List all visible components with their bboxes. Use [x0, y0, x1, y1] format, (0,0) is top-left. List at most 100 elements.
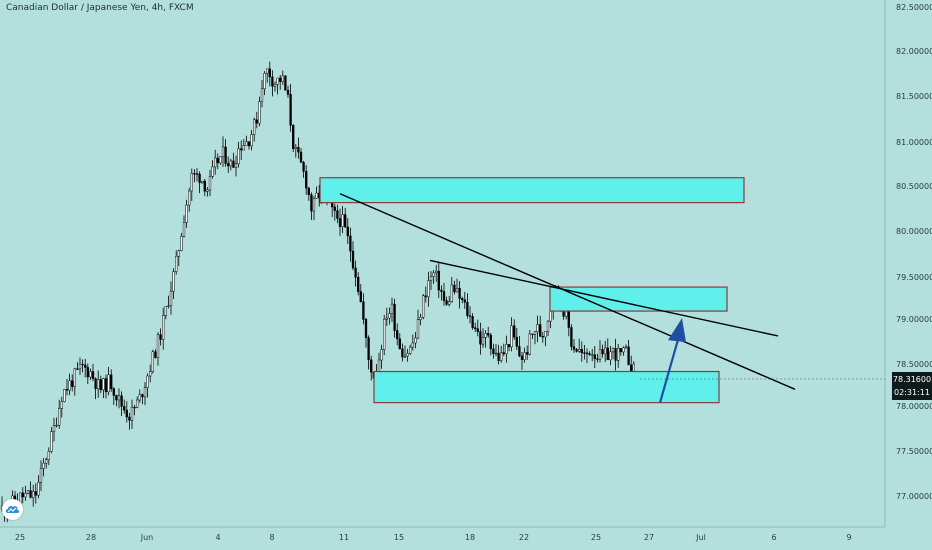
candle-body [141, 394, 144, 398]
candle-body [177, 250, 180, 257]
candle-body [518, 346, 521, 357]
candle-body [429, 276, 433, 281]
candle-body [266, 68, 269, 74]
y-tick-label: 81.50000 [896, 92, 932, 101]
candle-body [302, 161, 305, 172]
x-tick-label: 6 [771, 533, 776, 542]
tradingview-logo[interactable] [2, 499, 23, 520]
candle-body [453, 284, 456, 293]
candle-body [409, 346, 412, 354]
candle-body [385, 317, 388, 320]
x-tick-label: 4 [215, 533, 220, 542]
candle-body [388, 313, 391, 319]
candle-body [169, 290, 173, 307]
candle-body [315, 192, 318, 199]
y-tick-label: 78.00000 [896, 402, 932, 411]
last-price-label: 78.31600 [893, 375, 931, 384]
candle-body [536, 324, 539, 332]
candle-body [180, 235, 183, 251]
candle-body [185, 204, 188, 223]
candles [0, 61, 635, 523]
candle-body [149, 371, 152, 377]
candle-body [406, 353, 409, 357]
candle-body [370, 359, 373, 373]
trendline[interactable] [339, 193, 796, 390]
candle-body [268, 68, 271, 78]
candle-body [172, 271, 175, 292]
candle-body [94, 378, 97, 390]
candle-body [198, 173, 201, 184]
candle-body [297, 146, 300, 153]
candle-body [500, 352, 503, 361]
candle-body [593, 354, 596, 359]
candle-body [234, 163, 238, 168]
candle-body [440, 289, 443, 292]
candle-body [78, 363, 82, 370]
candle-body [492, 348, 495, 354]
candle-body [487, 333, 490, 336]
candle-body [523, 352, 526, 361]
candle-body [117, 395, 121, 401]
candle-body [154, 351, 157, 358]
candle-body [128, 416, 131, 421]
y-tick-label: 79.00000 [896, 315, 932, 324]
candle-body [419, 316, 422, 320]
candle-body [591, 354, 594, 356]
candle-body [65, 389, 69, 391]
candle-body [609, 351, 612, 361]
candle-body [81, 363, 84, 366]
candle-body [354, 267, 357, 278]
candle-body [276, 77, 279, 85]
x-tick-label: 25 [591, 533, 601, 542]
candle-body [221, 146, 225, 157]
candle-body [229, 160, 232, 167]
candle-body [513, 325, 516, 338]
candle-body [505, 344, 508, 355]
arrow-head[interactable] [668, 318, 686, 343]
x-tick-label: Jul [695, 533, 706, 542]
candle-body [52, 425, 56, 432]
candle-body [463, 299, 466, 303]
candle-body [588, 353, 591, 356]
x-tick-label: 25 [15, 533, 25, 542]
zone-rect[interactable] [549, 286, 728, 312]
candle-body [572, 346, 576, 350]
candle-body [575, 349, 578, 352]
candle-body [214, 157, 217, 168]
candle-body [338, 218, 342, 227]
candle-body [614, 348, 617, 361]
candle-body [401, 348, 404, 358]
trendline[interactable] [429, 259, 779, 337]
candle-body [68, 380, 71, 391]
candle-body [97, 379, 100, 390]
candle-body [377, 359, 381, 372]
candle-body [21, 492, 24, 498]
zone-rect[interactable] [319, 177, 745, 204]
candle-body [622, 347, 625, 353]
candle-body [367, 337, 370, 361]
x-tick-label: 28 [86, 533, 96, 542]
x-tick-label: 18 [465, 533, 475, 542]
x-tick-label: 27 [644, 533, 654, 542]
candle-body [138, 394, 141, 401]
candle-body [284, 75, 287, 91]
candle-body [598, 349, 602, 360]
x-tick-label: 22 [519, 533, 529, 542]
candle-body [448, 301, 451, 305]
candle-body [422, 295, 425, 318]
x-tick-label: 8 [269, 533, 274, 542]
candle-body [435, 270, 438, 274]
candle-body [29, 490, 32, 498]
candle-body [260, 88, 264, 103]
candle-body [299, 151, 303, 163]
candle-body [489, 334, 492, 350]
candle-body [279, 77, 282, 82]
candle-body [208, 176, 212, 191]
candle-body [305, 171, 308, 189]
candle-body [461, 298, 464, 301]
candle-body [237, 148, 240, 165]
candle-body [247, 141, 251, 147]
candle-body [162, 315, 165, 340]
candle-body [104, 378, 108, 393]
